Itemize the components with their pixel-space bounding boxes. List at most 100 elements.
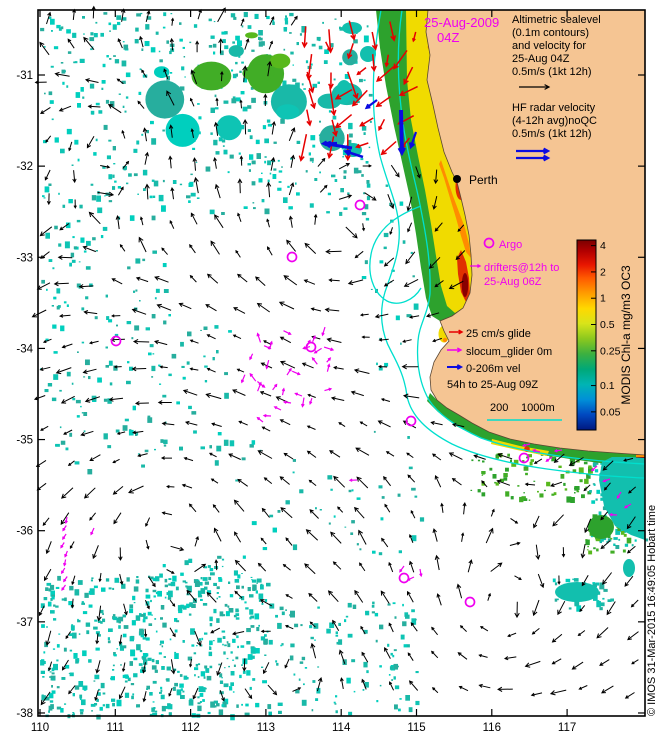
chl-speckle bbox=[167, 704, 173, 710]
chl-speckle bbox=[222, 614, 226, 617]
chl-speckle bbox=[108, 200, 113, 203]
chl-speckle bbox=[366, 180, 370, 184]
chl-speckle bbox=[116, 648, 119, 650]
current-arrow bbox=[132, 430, 144, 435]
chl-speckle bbox=[414, 618, 417, 621]
chl-speckle bbox=[43, 197, 46, 199]
chl-speckle bbox=[393, 676, 396, 680]
chl-speckle bbox=[351, 659, 356, 663]
chl-speckle bbox=[216, 586, 220, 590]
chl-speckle bbox=[201, 637, 204, 641]
chl-speckle bbox=[109, 101, 115, 107]
current-arrow bbox=[115, 214, 121, 230]
chl-speckle bbox=[80, 711, 84, 715]
chl-speckle bbox=[183, 56, 186, 58]
chl-speckle bbox=[269, 514, 274, 518]
chl-speckle bbox=[258, 36, 261, 40]
chl-speckle bbox=[287, 185, 290, 188]
chl-speckle bbox=[126, 380, 131, 385]
current-arrow bbox=[39, 366, 51, 371]
chl-green-blob bbox=[588, 515, 614, 539]
perth-label: Perth bbox=[469, 173, 498, 187]
chl-speckle bbox=[634, 539, 637, 542]
current-arrow bbox=[145, 517, 151, 527]
chl-speckle bbox=[119, 645, 124, 651]
chl-speckle bbox=[137, 453, 140, 455]
chl-speckle bbox=[224, 392, 229, 399]
chl-speckle bbox=[589, 490, 592, 493]
chl-speckle bbox=[202, 577, 208, 581]
chl-speckle bbox=[58, 27, 62, 31]
chl-speckle bbox=[261, 602, 264, 605]
current-arrow bbox=[107, 104, 122, 114]
chl-speckle bbox=[90, 703, 96, 707]
current-arrow bbox=[189, 367, 199, 371]
chl-speckle bbox=[150, 576, 154, 580]
chl-speckle bbox=[553, 492, 557, 496]
chl-speckle bbox=[267, 160, 272, 166]
chl-speckle bbox=[368, 146, 371, 149]
chl-speckle bbox=[178, 609, 183, 614]
chl-speckle bbox=[60, 440, 66, 445]
chl-speckle bbox=[172, 575, 177, 582]
chl-speckle bbox=[586, 473, 591, 479]
current-arrow bbox=[141, 69, 147, 78]
chl-speckle bbox=[61, 677, 66, 680]
current-arrow bbox=[100, 165, 111, 169]
chl-speckle bbox=[118, 616, 124, 622]
chl-speckle bbox=[40, 660, 45, 666]
slocum-glider-mark bbox=[249, 372, 257, 382]
chl-speckle bbox=[264, 138, 269, 144]
chl-speckle bbox=[334, 703, 337, 705]
chl-speckle bbox=[99, 706, 103, 711]
y-tick-label: -35 bbox=[16, 435, 33, 447]
chl-speckle bbox=[48, 16, 52, 19]
chl-speckle bbox=[230, 714, 235, 721]
chl-speckle bbox=[60, 62, 64, 64]
chl-speckle bbox=[289, 12, 294, 17]
chl-speckle bbox=[58, 633, 61, 635]
y-tick-label: -33 bbox=[16, 252, 33, 264]
chl-speckle bbox=[182, 580, 186, 583]
chl-speckle bbox=[204, 581, 209, 585]
current-arrow bbox=[345, 226, 358, 239]
current-arrow bbox=[432, 195, 438, 210]
chl-speckle bbox=[205, 668, 210, 673]
chl-speckle bbox=[66, 128, 72, 135]
chl-speckle bbox=[233, 664, 236, 667]
chl-speckle bbox=[118, 621, 121, 624]
perth-city-dot bbox=[453, 175, 461, 183]
current-arrow bbox=[263, 93, 268, 107]
current-arrow bbox=[67, 460, 75, 467]
current-arrow bbox=[553, 453, 565, 463]
slocum-glider-mark bbox=[326, 357, 332, 363]
current-arrow bbox=[577, 630, 586, 637]
chl-speckle bbox=[145, 24, 150, 30]
chl-speckle bbox=[50, 590, 55, 597]
current-arrow bbox=[98, 572, 102, 583]
chl-speckle bbox=[361, 276, 367, 280]
current-arrow bbox=[432, 528, 438, 542]
chl-speckle bbox=[94, 703, 98, 706]
legend-date: 25-Aug-2009 bbox=[424, 15, 499, 30]
chl-speckle bbox=[152, 712, 158, 717]
chl-speckle bbox=[161, 666, 165, 670]
chl-speckle bbox=[119, 642, 123, 647]
chl-speckle bbox=[91, 195, 97, 201]
current-arrow bbox=[119, 243, 126, 252]
argo-float-layer bbox=[110, 199, 530, 608]
chl-speckle bbox=[587, 545, 589, 548]
current-arrow bbox=[626, 516, 636, 530]
axes-layer: 110 111 112 113 114 115 116 117-31-32-33-34-35-… bbox=[16, 10, 645, 734]
current-arrow bbox=[487, 592, 491, 601]
argo-float-marker bbox=[354, 199, 366, 211]
chl-speckle bbox=[576, 605, 582, 612]
drifter-track-mark bbox=[545, 456, 553, 462]
chl-speckle bbox=[154, 297, 157, 300]
slocum-glider-mark bbox=[286, 367, 292, 376]
chl-speckle bbox=[359, 548, 362, 551]
chl-speckle bbox=[195, 161, 198, 163]
y-tick-label: -36 bbox=[16, 526, 33, 538]
chl-speckle bbox=[162, 564, 166, 568]
hf-radar-arrow bbox=[301, 26, 308, 49]
